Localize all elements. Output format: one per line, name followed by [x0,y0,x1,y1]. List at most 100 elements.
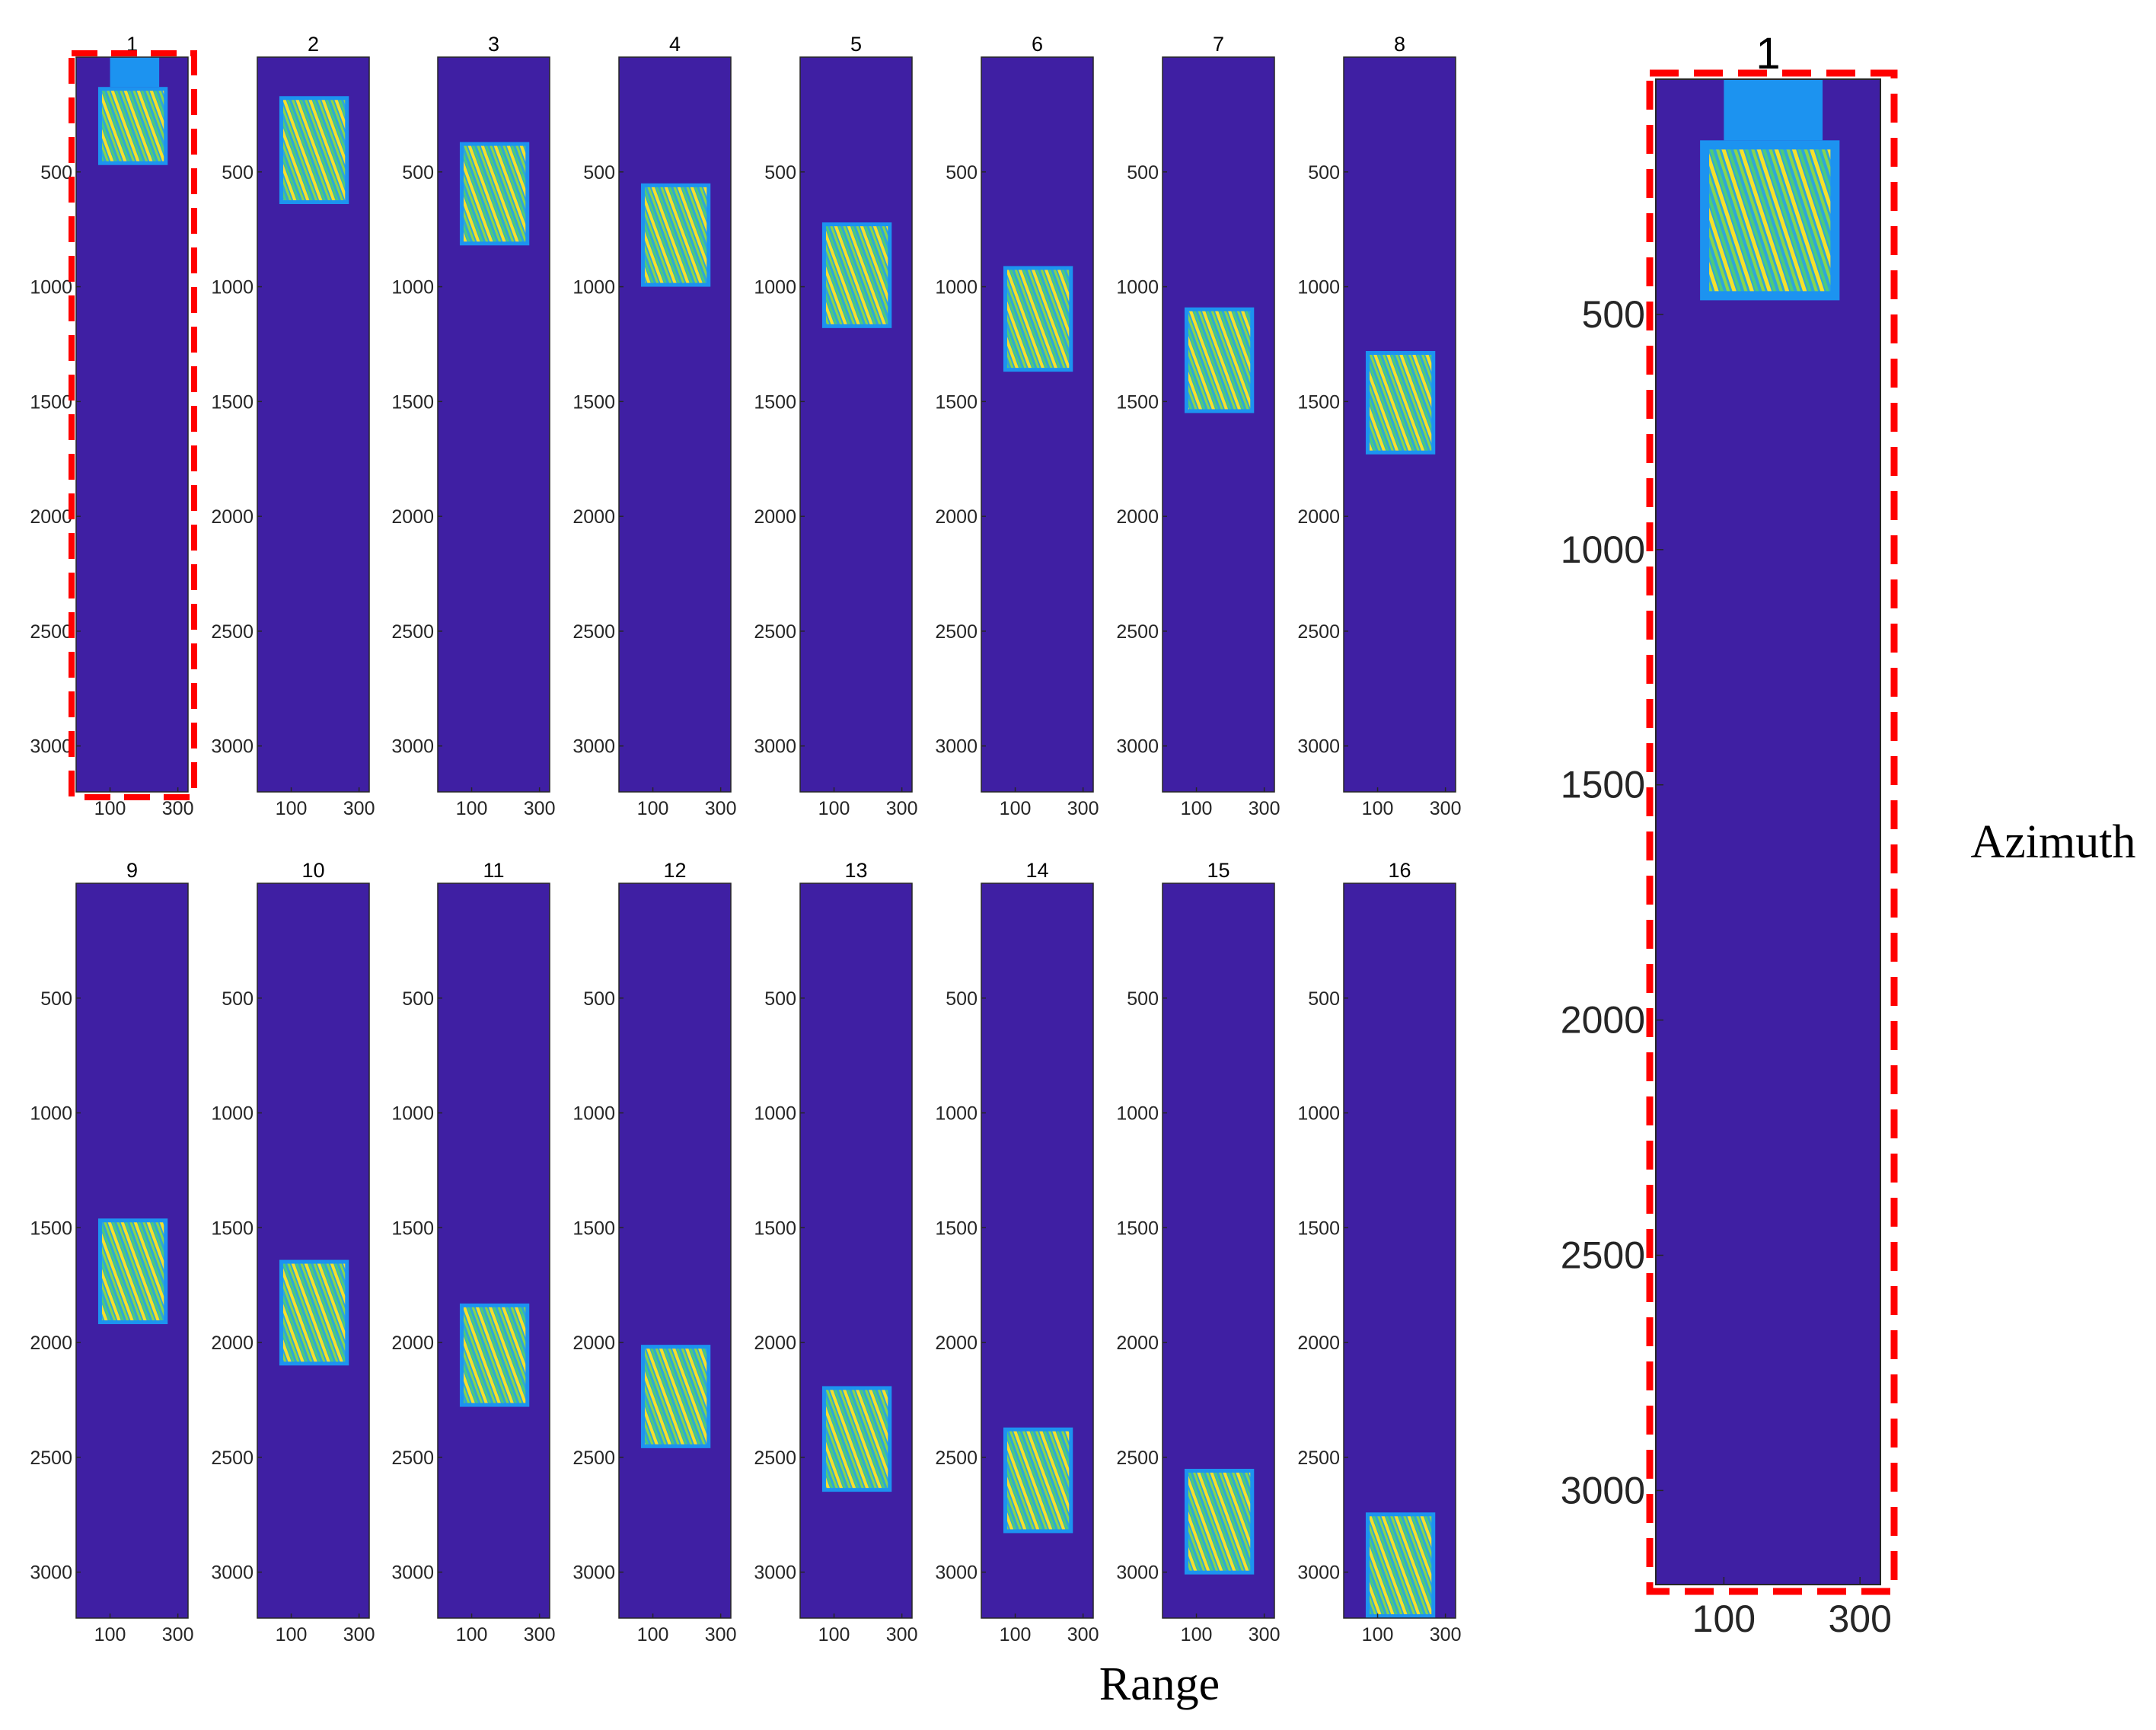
panel-13: 500 1000 1500 2000 2500 3000 100 300 13 [754,859,917,1645]
axes-frame [437,883,550,1619]
y-tick-label: 1000 [211,1103,254,1125]
y-tick-label: 2000 [211,506,254,528]
x-tick-label: 100 [94,798,126,819]
y-tick-label: 1000 [1116,1103,1159,1125]
panel-title: 12 [663,859,686,882]
y-tick-label: 500 [1127,988,1159,1010]
y-tick-label: 2000 [1116,1333,1159,1354]
y-tick-label: 1500 [30,391,72,413]
axes-frame [75,883,189,1619]
panel-title: 7 [1213,33,1224,56]
panel-10: 500 1000 1500 2000 2500 3000 100 300 10 [211,859,375,1645]
y-tick-label: 3000 [391,736,434,758]
x-tick-label: 100 [1362,1624,1394,1645]
y-tick-label: 2000 [754,506,796,528]
y-tick-label: 2000 [754,1333,796,1354]
y-tick-label: 1000 [754,277,796,298]
patch-stripes [1369,355,1432,451]
panel-background [1163,57,1274,792]
y-tick-label: 1000 [30,277,72,298]
panel-background [800,883,912,1618]
y-tick-label: 2000 [391,1333,434,1354]
y-tick-label: 2000 [30,1333,72,1354]
patch-stripes [101,1222,164,1320]
y-tick-label: 3000 [211,1562,254,1584]
panel-14: 500 1000 1500 2000 2500 3000 100 300 14 [935,859,1099,1645]
patch-stripes [463,145,526,242]
x-tick-label: 300 [886,798,918,819]
x-tick-label: 300 [886,1624,918,1645]
highlight-box-zoom [1646,69,1898,1595]
x-tick-label: 100 [1000,1624,1032,1645]
panel-title: 15 [1207,859,1229,882]
panel-title: 11 [483,859,504,882]
x-tick-label: 300 [1430,798,1462,819]
x-tick-label: 300 [705,798,737,819]
y-tick-label: 500 [40,988,72,1010]
panel-title: 2 [308,33,319,56]
y-tick-label: 500 [40,162,72,184]
y-tick-label: 1500 [572,391,615,413]
panel-9: 500 1000 1500 2000 2500 3000 100 300 9 [30,859,193,1645]
panel-16: 500 1000 1500 2000 2500 3000 100 300 16 [1297,859,1461,1645]
y-tick-label: 2000 [935,1333,978,1354]
x-tick-label: 100 [637,1624,669,1645]
panel-background [76,57,188,792]
y-tick-label: 3000 [30,736,72,758]
top-bar [1724,79,1823,141]
y-tick-label: 1500 [1116,1218,1159,1239]
panel-title: 8 [1394,33,1405,56]
y-tick-label: 1500 [1297,391,1340,413]
axes-frame [257,883,370,1619]
y-tick-label: 2500 [754,1448,796,1469]
patch-stripes [1188,311,1251,410]
y-tick-label: 1000 [211,277,254,298]
patch-stripes [1188,1472,1251,1571]
patch-stripes [282,100,346,200]
x-tick-label: 100 [276,1624,308,1645]
y-tick-label: 2500 [391,1448,434,1469]
patch-stripes [825,226,888,324]
panel-background [1344,883,1456,1618]
x-tick-label: 300 [162,798,194,819]
y-tick-label: 1000 [1116,277,1159,298]
y-tick-label: 1500 [1561,764,1645,806]
y-tick-label: 500 [1582,293,1645,336]
y-tick-label: 2500 [1116,1448,1159,1469]
panel-background [800,57,912,792]
y-tick-label: 2000 [391,506,434,528]
x-tick-label: 300 [162,1624,194,1645]
y-tick-label: 2000 [935,506,978,528]
azimuth-axis-label: Azimuth [1971,816,2136,868]
y-tick-label: 3000 [935,736,978,758]
x-tick-label: 100 [1692,1598,1756,1640]
y-tick-label: 2500 [572,621,615,643]
x-tick-label: 300 [1067,798,1099,819]
y-tick-label: 3000 [1116,1562,1159,1584]
panel-title: 1 [126,33,138,56]
x-tick-label: 300 [524,1624,556,1645]
x-tick-label: 100 [637,798,669,819]
y-tick-label: 2500 [30,621,72,643]
x-tick-label: 100 [1181,798,1213,819]
axes-frame [618,883,732,1619]
panel-title: 13 [844,859,867,882]
y-tick-label: 3000 [1297,1562,1340,1584]
y-tick-label: 1500 [754,1218,796,1239]
x-tick-label: 100 [818,1624,850,1645]
y-tick-label: 2000 [572,506,615,528]
y-tick-label: 1500 [935,1218,978,1239]
axes-frame [257,56,370,793]
y-tick-label: 500 [222,162,254,184]
axes-frame [1343,883,1456,1619]
y-tick-label: 2500 [1561,1234,1645,1277]
axes-frame [799,56,913,793]
x-tick-label: 300 [1249,1624,1281,1645]
axes-frame [618,56,732,793]
y-tick-label: 2500 [391,621,434,643]
y-tick-label: 3000 [1561,1469,1645,1511]
y-tick-label: 2500 [935,621,978,643]
patch-stripes [644,1349,707,1444]
